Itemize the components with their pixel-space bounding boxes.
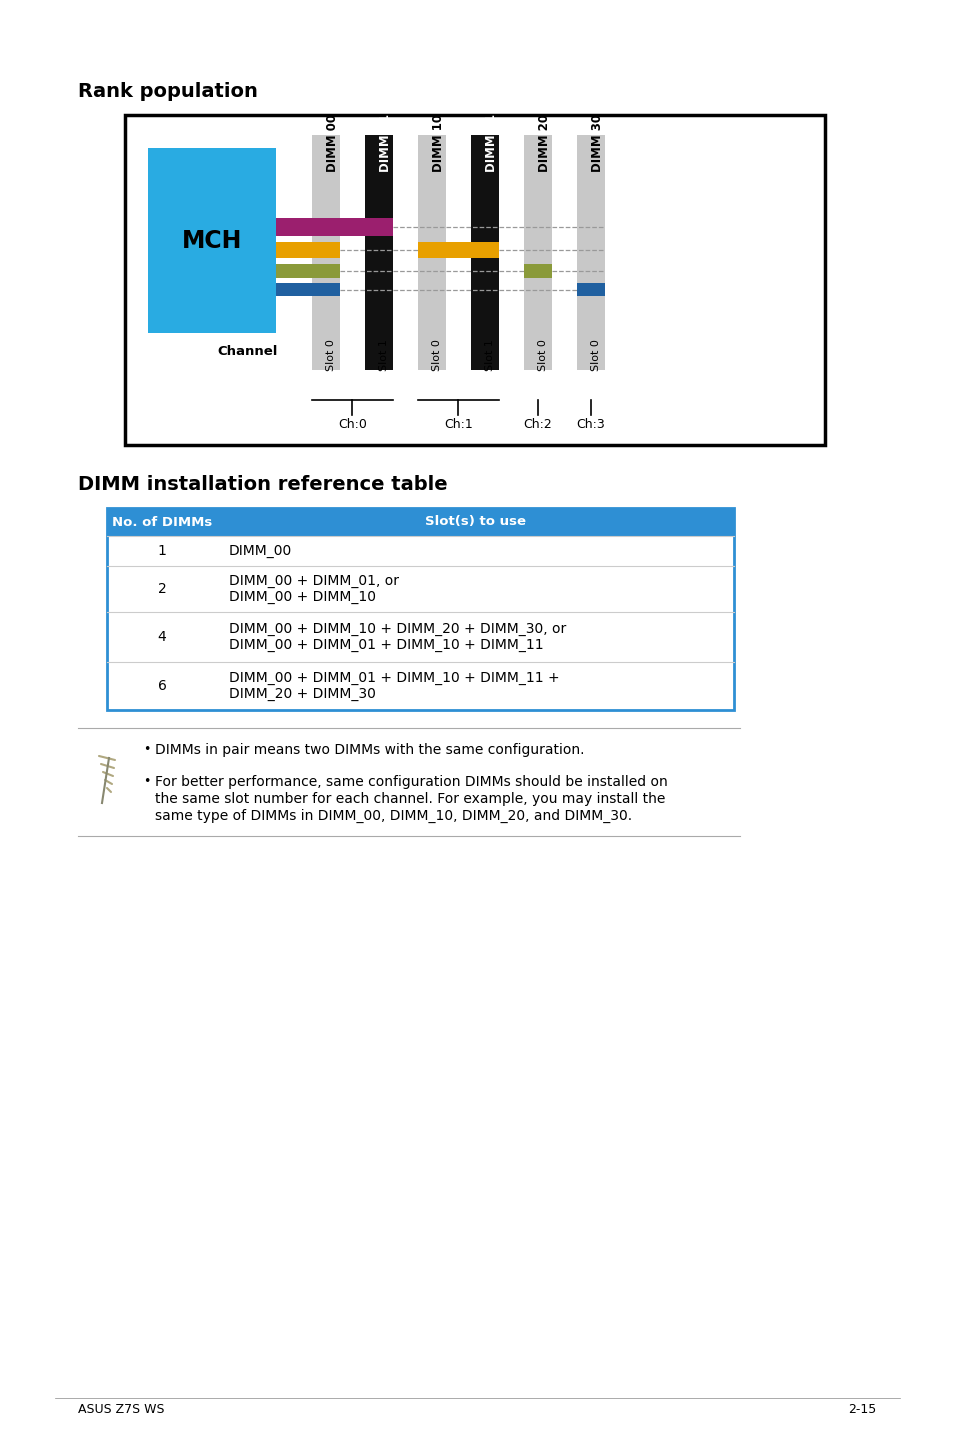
Text: Slot(s) to use: Slot(s) to use	[424, 515, 525, 529]
Text: 2-15: 2-15	[847, 1403, 875, 1416]
Text: same type of DIMMs in DIMM_00, DIMM_10, DIMM_20, and DIMM_30.: same type of DIMMs in DIMM_00, DIMM_10, …	[154, 810, 632, 823]
Text: DIMM 10: DIMM 10	[432, 114, 444, 173]
Text: DIMM 00: DIMM 00	[326, 114, 338, 173]
Text: DIMM installation reference table: DIMM installation reference table	[78, 475, 447, 495]
Text: 4: 4	[157, 630, 166, 644]
Bar	[577, 283, 604, 296]
Bar	[275, 265, 339, 278]
Text: For better performance, same configuration DIMMs should be installed on: For better performance, same configurati…	[154, 775, 667, 789]
Text: DIMMs in pair means two DIMMs with the same configuration.: DIMMs in pair means two DIMMs with the s…	[154, 743, 584, 756]
Bar	[577, 135, 604, 370]
Bar	[107, 613, 733, 661]
Text: Rank population: Rank population	[78, 82, 257, 101]
Bar	[107, 536, 733, 567]
Text: 6: 6	[157, 679, 166, 693]
Text: DIMM_00 + DIMM_01, or: DIMM_00 + DIMM_01, or	[229, 574, 398, 588]
Text: Slot 0: Slot 0	[432, 339, 441, 371]
Bar	[275, 242, 339, 257]
Text: Ch:2: Ch:2	[523, 418, 552, 431]
Bar	[523, 135, 552, 370]
Text: ASUS Z7S WS: ASUS Z7S WS	[78, 1403, 164, 1416]
Bar	[417, 242, 498, 257]
Text: Slot 0: Slot 0	[326, 339, 335, 371]
Text: Slot 0: Slot 0	[537, 339, 547, 371]
Text: Slot 1: Slot 1	[484, 339, 495, 371]
Text: DIMM_00 + DIMM_01 + DIMM_10 + DIMM_11: DIMM_00 + DIMM_01 + DIMM_10 + DIMM_11	[229, 638, 543, 651]
Text: DIMM_00 + DIMM_10: DIMM_00 + DIMM_10	[229, 590, 375, 604]
Bar	[471, 135, 498, 370]
Bar	[312, 135, 339, 370]
Text: •: •	[143, 743, 151, 756]
Text: •: •	[143, 775, 151, 788]
Text: DIMM_00: DIMM_00	[229, 544, 292, 558]
Text: 2: 2	[157, 582, 166, 595]
Bar	[417, 135, 446, 370]
Text: DIMM 11: DIMM 11	[484, 114, 497, 173]
Text: DIMM 01: DIMM 01	[378, 114, 392, 173]
Text: MCH: MCH	[182, 229, 242, 253]
Bar	[107, 508, 733, 710]
Bar	[107, 661, 733, 710]
Text: Slot 0: Slot 0	[590, 339, 600, 371]
Text: Ch:0: Ch:0	[337, 418, 367, 431]
Text: Ch:1: Ch:1	[444, 418, 473, 431]
Text: 1: 1	[157, 544, 166, 558]
Bar	[365, 135, 393, 370]
Text: the same slot number for each channel. For example, you may install the: the same slot number for each channel. F…	[154, 792, 664, 807]
Text: DIMM 20: DIMM 20	[537, 114, 551, 173]
Bar	[125, 115, 824, 444]
Bar	[148, 148, 275, 334]
Bar	[275, 219, 393, 236]
Text: DIMM_20 + DIMM_30: DIMM_20 + DIMM_30	[229, 687, 375, 700]
Bar	[523, 265, 552, 278]
Text: Ch:3: Ch:3	[576, 418, 605, 431]
Text: DIMM 30: DIMM 30	[590, 114, 603, 173]
Text: No. of DIMMs: No. of DIMMs	[112, 515, 212, 529]
Text: Slot 1: Slot 1	[378, 339, 389, 371]
Text: DIMM_00 + DIMM_01 + DIMM_10 + DIMM_11 +: DIMM_00 + DIMM_01 + DIMM_10 + DIMM_11 +	[229, 672, 559, 684]
Bar	[107, 508, 733, 536]
Bar	[107, 567, 733, 613]
Text: DIMM_00 + DIMM_10 + DIMM_20 + DIMM_30, or: DIMM_00 + DIMM_10 + DIMM_20 + DIMM_30, o…	[229, 623, 566, 636]
Bar	[275, 283, 339, 296]
Text: Channel: Channel	[217, 345, 278, 358]
